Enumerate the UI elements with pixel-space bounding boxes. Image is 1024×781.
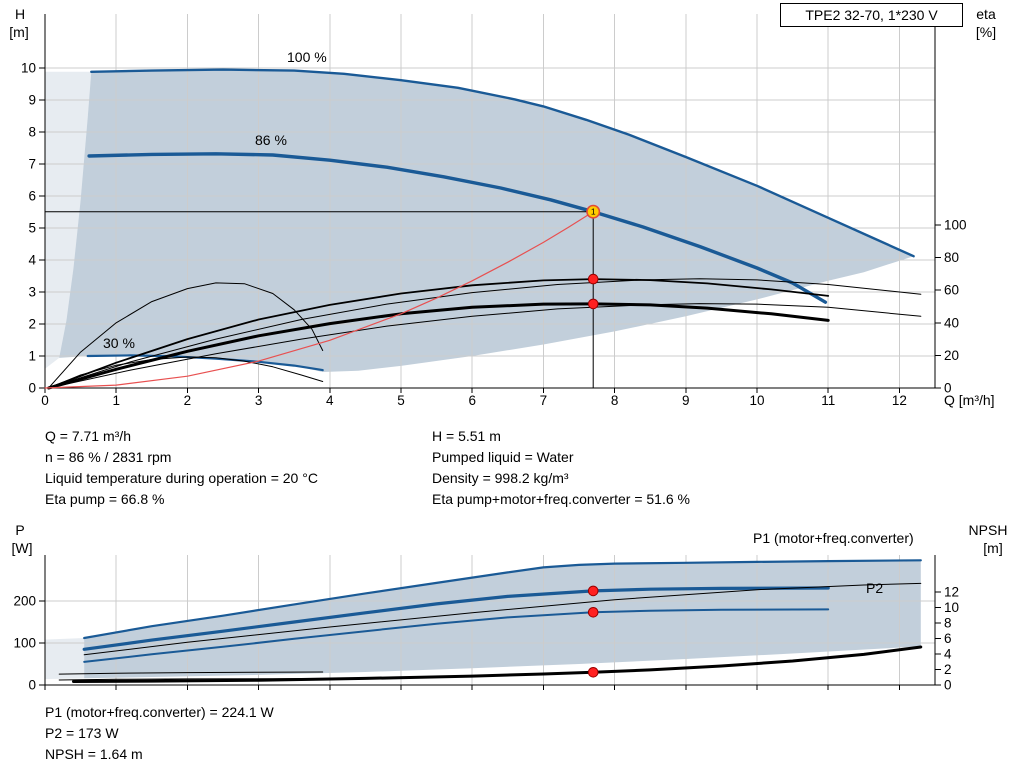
pump-curve-100pct <box>90 68 915 258</box>
pump-curve-30pct <box>86 354 324 372</box>
chart-label: [%] <box>976 24 996 40</box>
x-tick-label: 7 <box>540 393 548 408</box>
y-tick-label: 1 <box>28 349 36 364</box>
duty-info-left: Q = 7.71 m³/h n = 86 % / 2831 rpm Liquid… <box>45 426 318 510</box>
power-envelope-pale-left <box>45 638 85 680</box>
x-tick-label: 4 <box>326 393 334 408</box>
y-tick-label: 8 <box>944 616 952 631</box>
y-tick-label: 12 <box>944 585 959 600</box>
y-tick-label: 2 <box>28 317 36 332</box>
eta-pump-motor-86pct <box>47 302 830 390</box>
operating-envelope <box>59 69 914 372</box>
chart-label: H <box>15 6 25 22</box>
y-tick-label: 9 <box>28 93 36 108</box>
y-tick-label: 100 <box>13 636 36 651</box>
npsh-point <box>587 667 599 678</box>
info-line-flow: Q = 7.71 m³/h <box>45 428 131 444</box>
eta-pump-motor-100pct <box>48 303 922 389</box>
y-tick-label: 6 <box>28 189 36 204</box>
chart-label: 30 % <box>103 335 135 351</box>
y-tick-label: 6 <box>944 631 952 646</box>
x-tick-label: 11 <box>821 393 835 408</box>
x-tick-label: 10 <box>749 393 764 408</box>
chart-label: [m] <box>9 24 28 40</box>
y-tick-label: 200 <box>13 594 36 609</box>
chart-label: P <box>15 522 24 538</box>
chart-label: 100 % <box>287 49 327 65</box>
duty-point <box>586 204 601 219</box>
chart-label: P1 (motor+freq.converter) <box>753 530 914 546</box>
pump-curve-86pct <box>87 152 828 304</box>
chart-label: 86 % <box>255 132 287 148</box>
info-line-density: Density = 998.2 kg/m³ <box>432 470 569 486</box>
x-tick-label: 5 <box>397 393 405 408</box>
power-info: P1 (motor+freq.converter) = 224.1 W P2 =… <box>45 702 274 765</box>
duty-info-right: H = 5.51 m Pumped liquid = Water Density… <box>432 426 690 510</box>
y-tick-label: 0 <box>944 381 952 396</box>
y-tick-label: 10 <box>21 61 36 76</box>
system-curve <box>44 211 594 389</box>
x-tick-label: 3 <box>255 393 263 408</box>
info-line-liquid: Pumped liquid = Water <box>432 449 574 465</box>
y-tick-label: 4 <box>28 253 36 268</box>
x-tick-label: 1 <box>112 393 120 408</box>
x-tick-label: 6 <box>468 393 476 408</box>
info-line-eta-total: Eta pump+motor+freq.converter = 51.6 % <box>432 491 690 507</box>
y-tick-label: 7 <box>28 157 36 172</box>
y-tick-label: 10 <box>944 600 959 615</box>
y-tick-label: 100 <box>944 218 967 233</box>
y-tick-label: 60 <box>944 283 959 298</box>
eta-total-point <box>587 298 599 310</box>
envelope-pale-left <box>45 71 92 369</box>
x-tick-label: 0 <box>41 393 49 408</box>
eta-pump-30pct <box>48 282 324 389</box>
y-tick-label: 40 <box>944 315 959 330</box>
y-tick-label: 4 <box>944 647 952 662</box>
chart-label: NPSH <box>969 522 1008 538</box>
p1-curve-86pct <box>82 586 830 651</box>
y-tick-label: 0 <box>28 678 36 693</box>
duty-point-label: 1 <box>591 207 596 217</box>
y-tick-label: 0 <box>944 678 952 693</box>
y-tick-label: 2 <box>944 662 952 677</box>
p2-point <box>587 607 599 618</box>
info-line-p2: P2 = 173 W <box>45 725 119 741</box>
eta-pump-motor-30pct <box>48 356 324 389</box>
x-tick-label: 8 <box>611 393 619 408</box>
eta-pump-point <box>587 273 599 285</box>
pump-type-label: TPE2 32-70, 1*230 V <box>805 7 938 23</box>
p1-point <box>587 585 599 597</box>
chart-label: Q [m³/h] <box>944 392 995 408</box>
chart-label: P2 <box>866 580 883 596</box>
info-line-npsh: NPSH = 1.64 m <box>45 746 143 762</box>
head-capacity-chart: 0 1 2 3 4 5 6 7 8 9 10 11 12012345678910020406080100… <box>9 6 996 408</box>
y-tick-label: 3 <box>28 285 36 300</box>
y-tick-label: 20 <box>944 348 959 363</box>
info-line-head: H = 5.51 m <box>432 428 501 444</box>
eta-pump-86pct <box>47 278 830 389</box>
y-tick-label: 80 <box>944 250 959 265</box>
npsh-curve <box>72 645 923 683</box>
p1-curve-100pct <box>83 559 922 640</box>
chart-label: [W] <box>12 540 33 556</box>
x-tick-label: 2 <box>184 393 192 408</box>
chart-label: [m] <box>983 540 1002 556</box>
info-line-temperature: Liquid temperature during operation = 20… <box>45 470 318 486</box>
y-tick-label: 5 <box>28 221 36 236</box>
p1-curve-30pct <box>58 671 324 675</box>
y-tick-label: 8 <box>28 125 36 140</box>
p2-curve-100pct <box>83 582 922 656</box>
y-tick-label: 0 <box>28 381 36 396</box>
x-tick-label: 9 <box>682 393 690 408</box>
info-line-speed: n = 86 % / 2831 rpm <box>45 449 172 465</box>
x-tick-label: 12 <box>892 393 907 408</box>
eta-pump-100pct <box>48 278 922 389</box>
info-line-p1: P1 (motor+freq.converter) = 224.1 W <box>45 704 274 720</box>
chart-label: eta <box>976 6 996 22</box>
pump-type-box: TPE2 32-70, 1*230 V <box>780 3 963 27</box>
info-line-eta-pump: Eta pump = 66.8 % <box>45 491 165 507</box>
p2-curve-86pct <box>83 608 830 663</box>
